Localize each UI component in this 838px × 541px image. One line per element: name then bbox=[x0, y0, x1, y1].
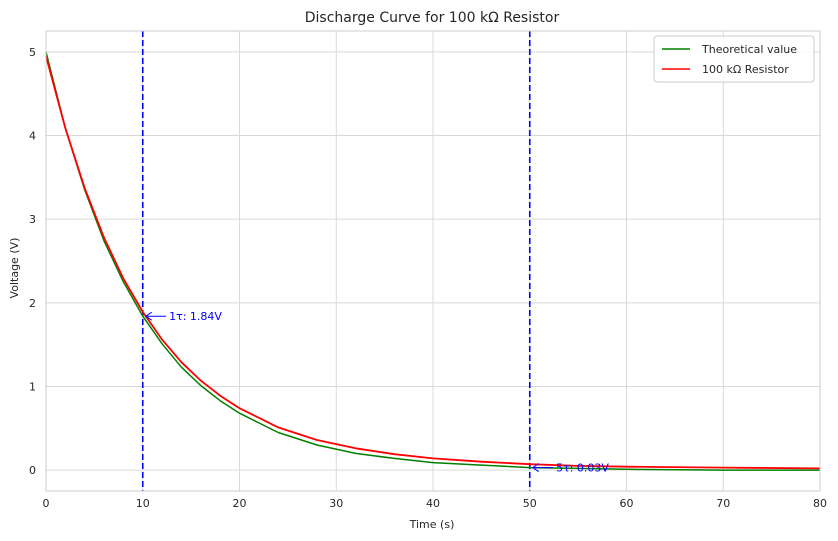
legend-label-resistor: 100 kΩ Resistor bbox=[702, 63, 789, 76]
y-tick-label: 5 bbox=[29, 46, 36, 59]
x-tick-label: 20 bbox=[233, 497, 247, 510]
chart-title: Discharge Curve for 100 kΩ Resistor bbox=[305, 10, 560, 26]
annotation-arrowhead bbox=[144, 311, 153, 321]
plot-frame bbox=[45, 30, 821, 492]
y-tick-label: 2 bbox=[29, 297, 36, 310]
annotation-label: 1τ: 1.84V bbox=[169, 310, 222, 323]
y-axis-label: Voltage (V) bbox=[8, 238, 21, 299]
y-tick-label: 4 bbox=[29, 130, 36, 143]
grid bbox=[45, 31, 821, 491]
x-axis-label: Time (s) bbox=[409, 518, 455, 531]
series-resistor-line bbox=[45, 55, 821, 470]
y-tick-label: 1 bbox=[29, 380, 36, 393]
y-tick-label: 0 bbox=[29, 464, 36, 477]
x-tick-label: 0 bbox=[43, 497, 50, 510]
tick-labels: 0 10 20 30 40 50 60 70 80 0 1 2 3 4 5 bbox=[29, 46, 827, 510]
legend-box bbox=[653, 35, 815, 83]
annotations: 1τ: 1.84V 5τ: 0.03V bbox=[144, 310, 609, 475]
legend-label-theoretical: Theoretical value bbox=[701, 43, 797, 56]
series-lines bbox=[45, 51, 821, 471]
y-tick-label: 3 bbox=[29, 213, 36, 226]
x-tick-label: 50 bbox=[523, 497, 537, 510]
x-tick-label: 40 bbox=[426, 497, 440, 510]
vertical-lines bbox=[141, 31, 531, 491]
annotation-label: 5τ: 0.03V bbox=[556, 462, 609, 475]
x-tick-label: 80 bbox=[813, 497, 827, 510]
series-theoretical-line bbox=[45, 51, 820, 471]
x-tick-label: 70 bbox=[716, 497, 730, 510]
legend: Theoretical value 100 kΩ Resistor bbox=[653, 35, 815, 83]
x-tick-label: 10 bbox=[136, 497, 150, 510]
annotation-arrowhead bbox=[531, 463, 540, 472]
x-tick-label: 60 bbox=[620, 497, 634, 510]
x-tick-label: 30 bbox=[329, 497, 343, 510]
